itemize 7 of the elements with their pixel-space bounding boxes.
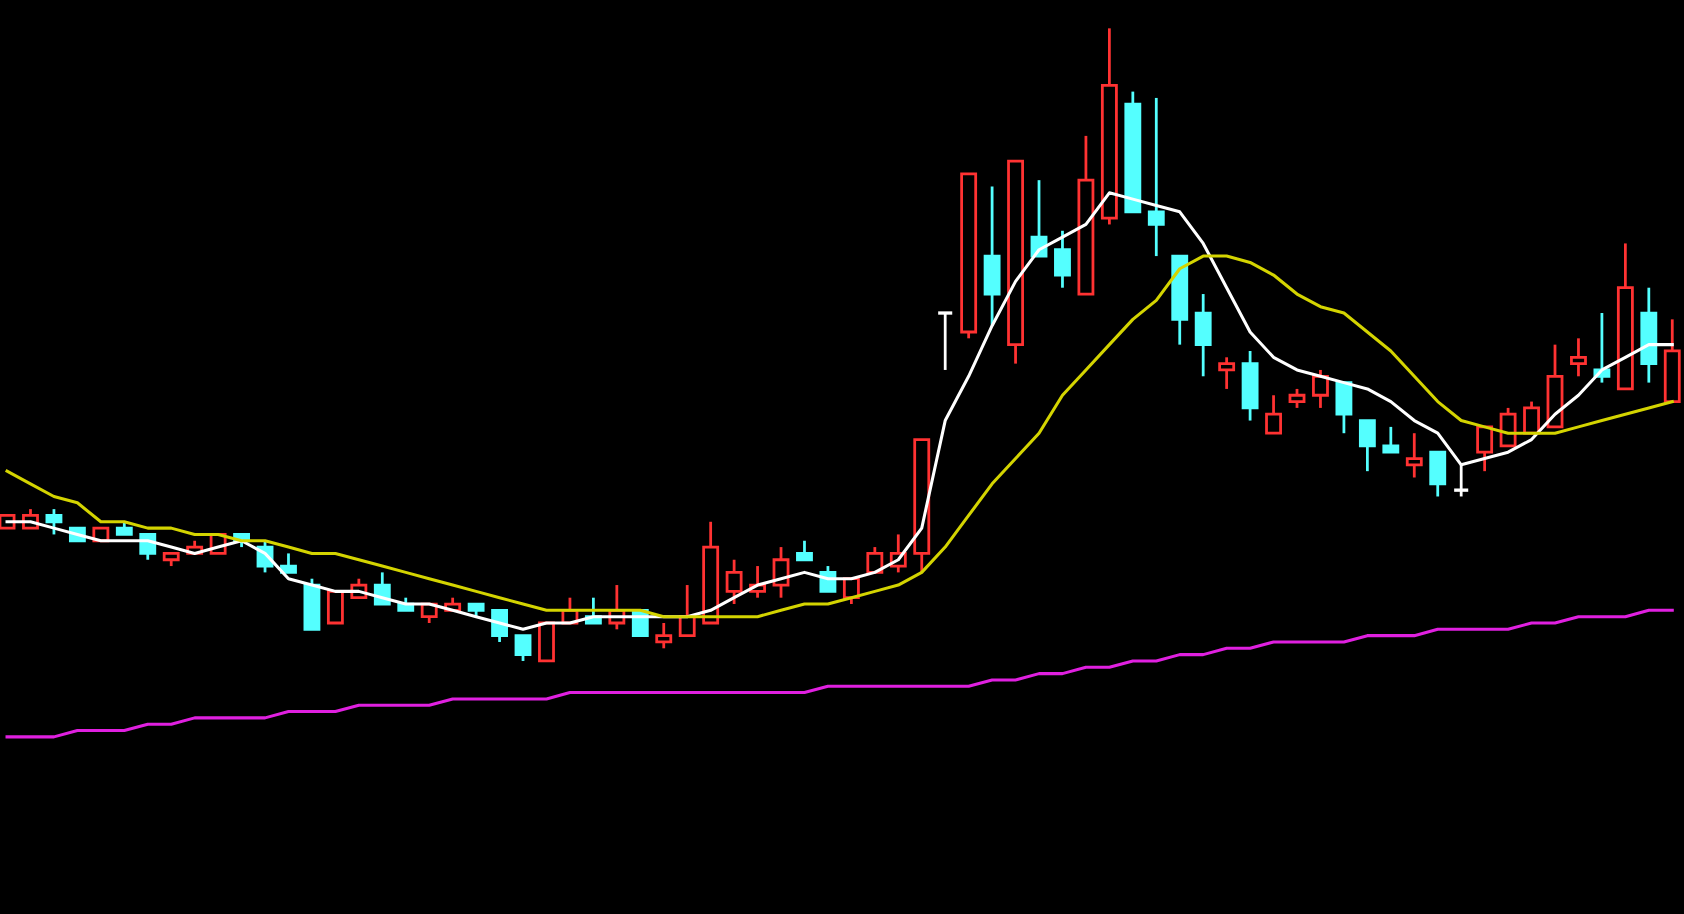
candlestick [1147,96,1165,258]
candlestick [1405,431,1423,479]
candlestick [1640,286,1658,384]
candlestick [983,185,1001,328]
candlestick [1570,336,1587,378]
candlestick [1054,229,1071,290]
candlestick [1194,292,1212,378]
